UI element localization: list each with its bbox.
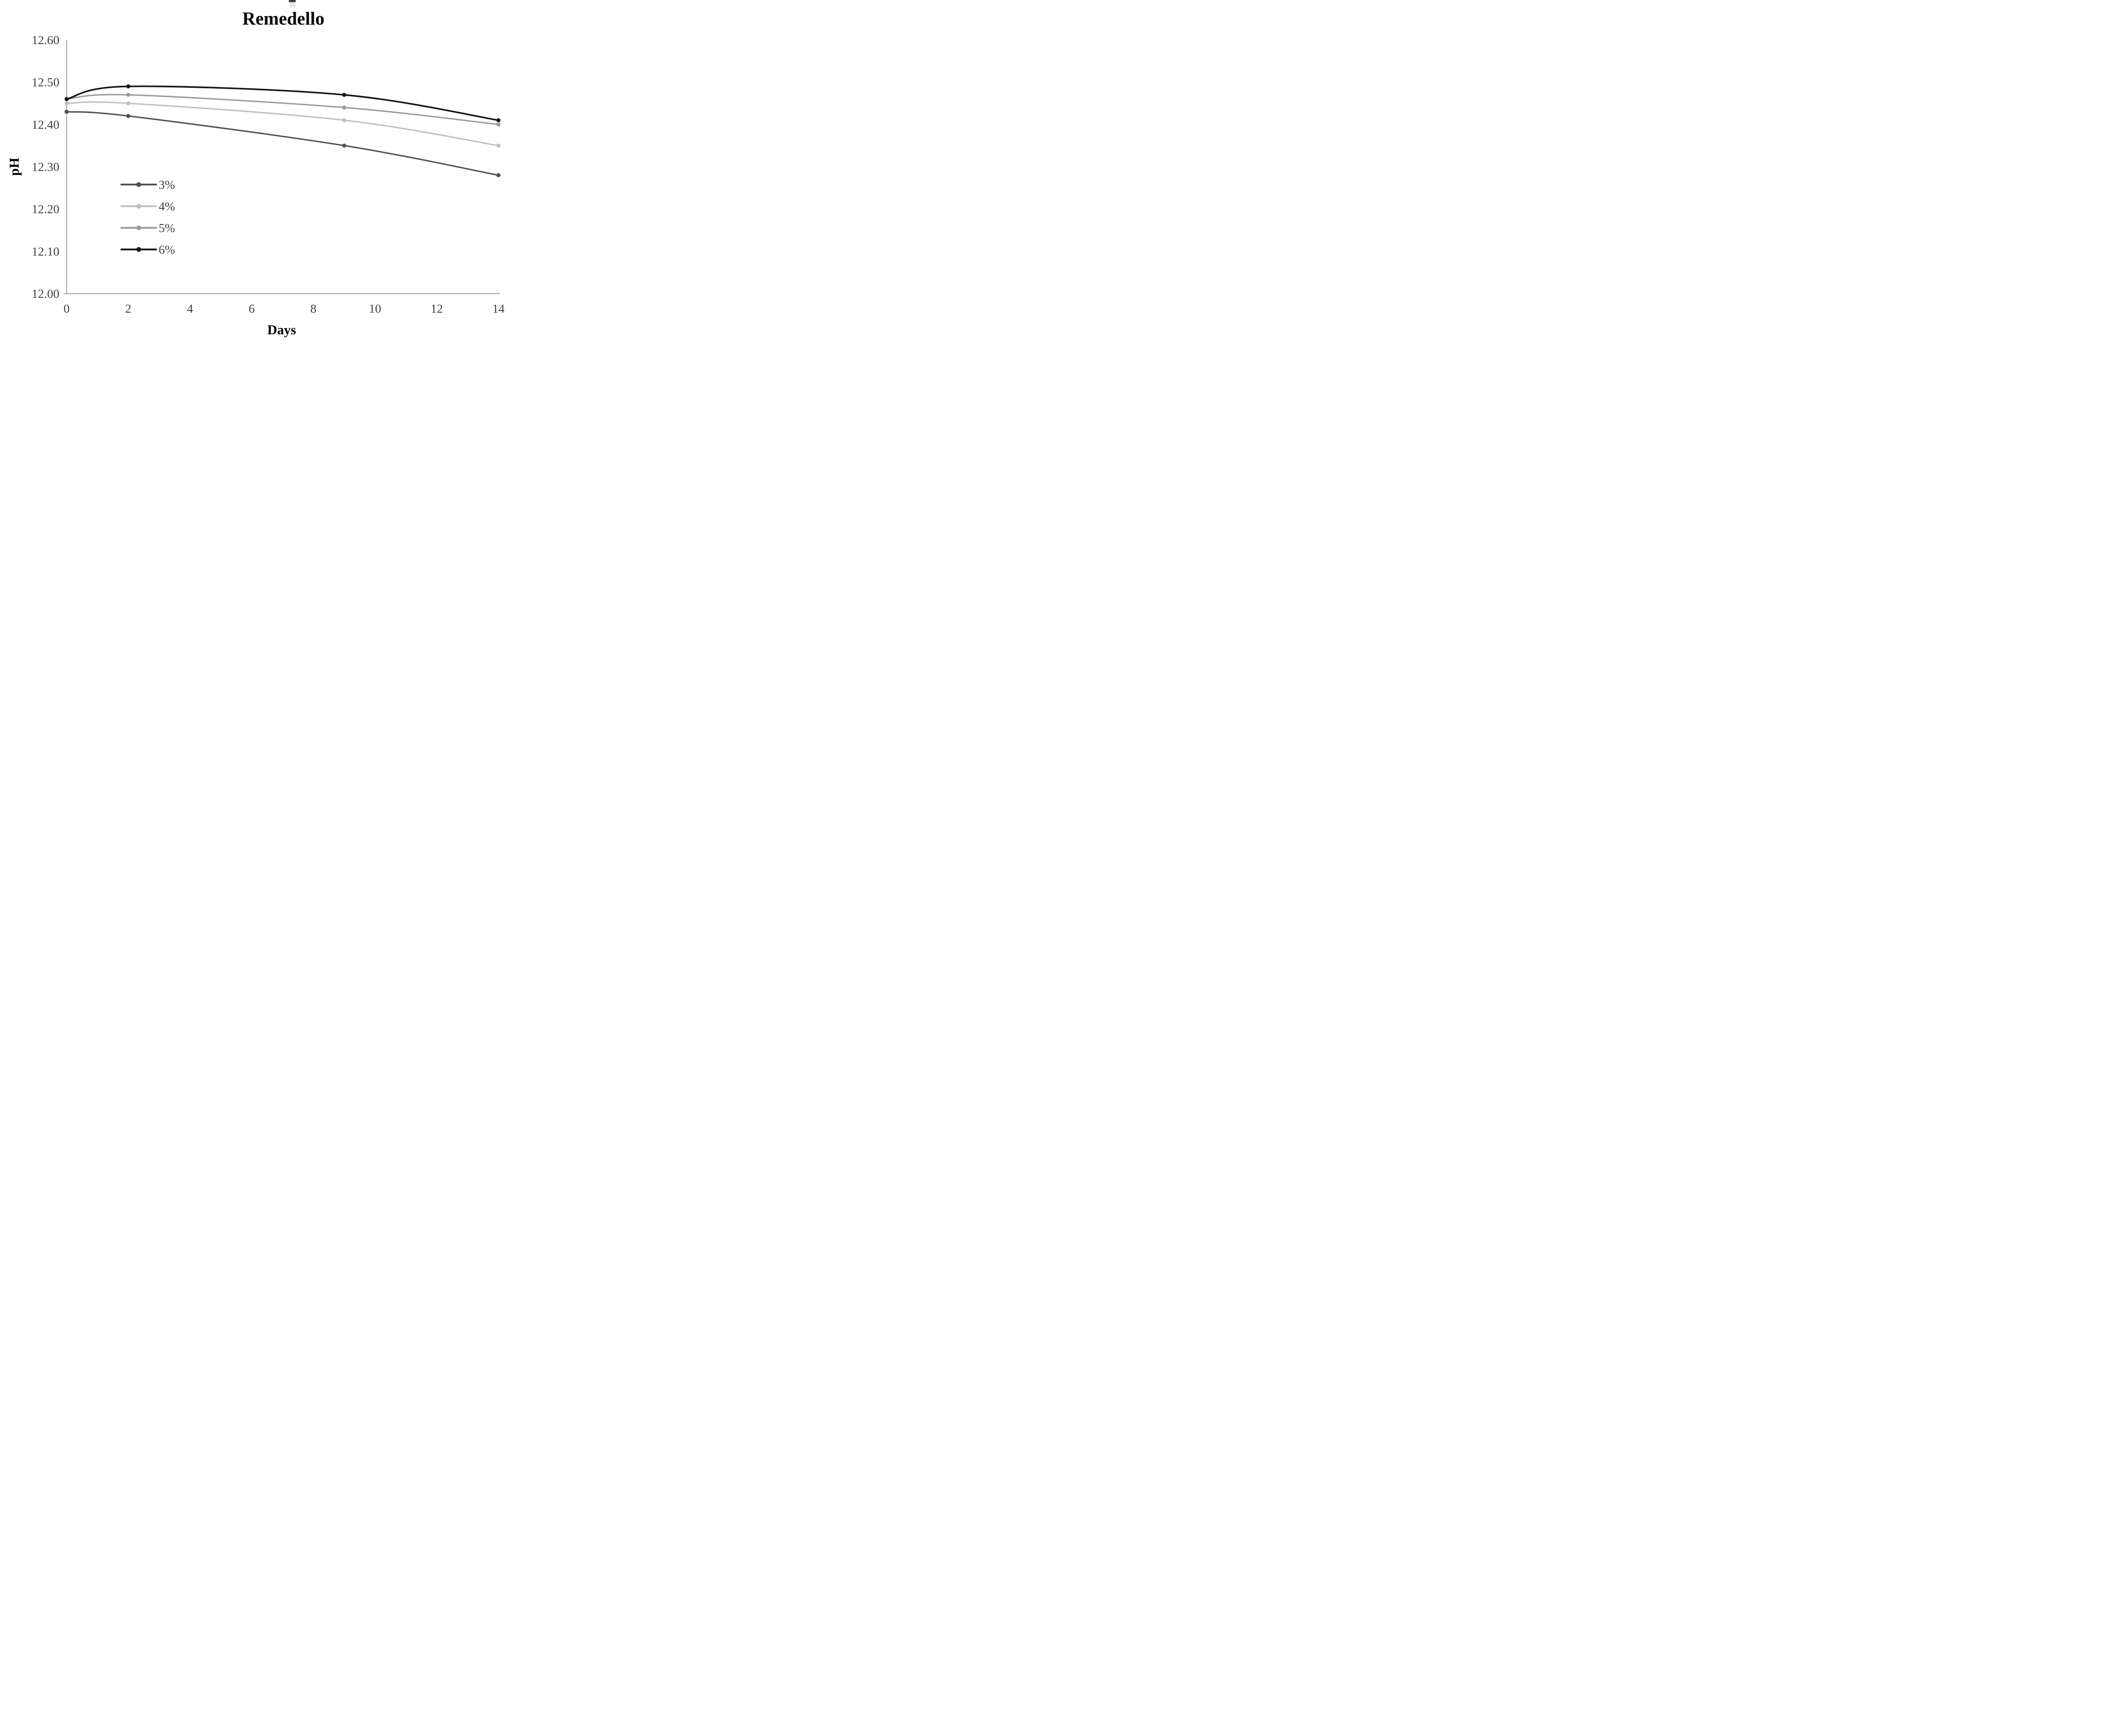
- series-3%: [64, 109, 501, 177]
- legend-marker-dot: [136, 225, 141, 230]
- series-5%: [64, 92, 501, 127]
- y-axis-title: pH: [6, 158, 22, 176]
- x-tick-label: 12: [431, 302, 443, 316]
- artifact-dark-mark: [289, 0, 296, 2]
- data-point-marker-6%: [126, 84, 131, 89]
- data-point-marker-4%: [342, 118, 347, 123]
- x-axis-tick-labels: 0 2 4 6 8 10 12 14: [64, 302, 505, 316]
- data-point-marker-3%: [496, 173, 501, 177]
- y-tick-label: 12.20: [32, 203, 59, 216]
- chart-legend: 3% 4% 5% 6%: [120, 178, 175, 257]
- series-line-5%: [66, 94, 499, 125]
- data-point-marker-5%: [496, 122, 501, 127]
- data-point-marker-4%: [496, 143, 501, 148]
- data-point-marker-3%: [126, 114, 131, 118]
- legend-item-5%: 5%: [120, 221, 175, 235]
- x-tick-label: 2: [125, 302, 132, 316]
- data-point-marker-4%: [64, 101, 69, 106]
- y-tick-label: 12.60: [32, 34, 59, 47]
- data-point-marker-6%: [342, 92, 347, 97]
- series-line-4%: [66, 101, 499, 146]
- x-axis-title: Days: [267, 322, 296, 337]
- legend-label: 6%: [159, 243, 175, 257]
- legend-marker-dot: [136, 204, 141, 209]
- series-4%: [64, 101, 501, 148]
- data-point-marker-3%: [64, 109, 69, 114]
- data-point-marker-5%: [126, 92, 131, 97]
- top-edge-artifact: [289, 0, 296, 8]
- y-axis-tick-labels: 12.00 12.10 12.20 12.30 12.40 12.50 12.60: [32, 34, 59, 301]
- x-tick-label: 10: [369, 302, 381, 316]
- data-point-marker-6%: [496, 118, 501, 123]
- data-point-marker-4%: [126, 101, 131, 106]
- legend-item-3%: 3%: [120, 178, 175, 192]
- x-tick-label: 8: [310, 302, 316, 316]
- chart-title: Remedello: [242, 9, 324, 29]
- series-line-3%: [66, 111, 499, 176]
- line-chart: Remedello 12.00 12.10 12.20 12.30 12.40 12.50…: [6, 0, 505, 337]
- series-6%: [64, 84, 501, 123]
- y-tick-label: 12.30: [32, 160, 59, 174]
- figure-canvas: Remedello 12.00 12.10 12.20 12.30 12.40 12.50…: [0, 0, 588, 347]
- legend-label: 4%: [159, 200, 175, 213]
- legend-label: 5%: [159, 221, 175, 235]
- legend-marker-dot: [136, 247, 141, 252]
- y-tick-label: 12.40: [32, 118, 59, 132]
- series-line-6%: [66, 85, 499, 121]
- data-point-marker-6%: [64, 97, 69, 101]
- legend-item-4%: 4%: [120, 200, 175, 213]
- x-tick-label: 0: [64, 302, 70, 316]
- legend-marker-dot: [136, 182, 141, 187]
- x-tick-label: 6: [249, 302, 255, 316]
- y-tick-label: 12.00: [32, 287, 59, 301]
- y-tick-label: 12.50: [32, 76, 59, 90]
- legend-label: 3%: [159, 178, 175, 192]
- data-series-group: [64, 84, 501, 177]
- x-tick-label: 14: [492, 302, 505, 316]
- x-tick-label: 4: [187, 302, 193, 316]
- legend-item-6%: 6%: [120, 243, 175, 257]
- artifact-shadow: [290, 2, 295, 8]
- data-point-marker-3%: [342, 143, 347, 148]
- y-tick-label: 12.10: [32, 245, 59, 258]
- data-point-marker-5%: [342, 105, 347, 110]
